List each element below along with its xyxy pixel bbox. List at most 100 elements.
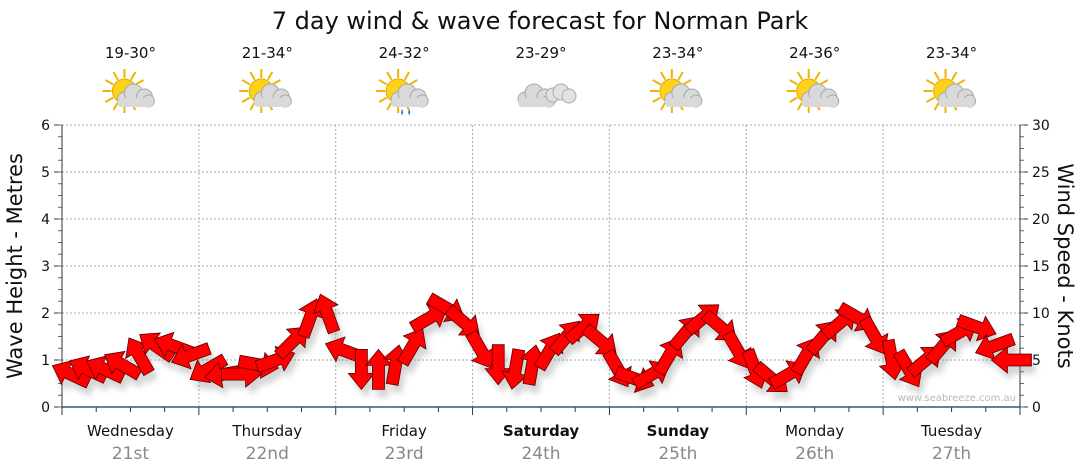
wind-arrow [312,293,341,335]
y-axis-right-label: Wind Speed - Knots [1053,163,1077,368]
sun-ray [819,79,829,86]
tick-label-right: 30 [1032,118,1050,134]
watermark: www.seabreeze.com.au [898,393,1016,404]
day-temperature: 24-36° [789,44,840,62]
sun-ray [386,71,393,81]
y-axis-left-label: Wave Height - Metres [3,153,27,379]
weather-icon-cloud [517,83,577,108]
cloud-puff [561,88,577,104]
sun-ray [135,79,144,86]
wind-arrow [396,328,427,367]
day-column: 23-29° Saturday 24th [503,44,580,464]
rain-drop-icon [401,109,404,115]
day-column: 24-32° Friday 23rd [376,44,430,464]
sun-ray [249,71,256,81]
sun-ray [266,71,274,81]
weather-icon-sun-cloud [786,69,840,113]
day-column: 23-34° Tuesday 27th [920,44,982,464]
sun-ray [933,101,940,111]
sun-ray [789,79,798,86]
cloud-base [117,98,154,107]
sun-ray [951,71,958,81]
cloud-icon [664,83,703,108]
day-date: 26th [795,444,834,464]
tick-label-left: 4 [41,212,50,228]
day-temperature: 21-34° [242,44,293,62]
day-temperature: 23-34° [652,44,703,62]
cloud-icon [801,83,840,108]
tick-label-left: 3 [41,259,50,275]
sun-ray [272,79,281,86]
cloud-icon [517,83,577,108]
sun-ray [796,71,804,81]
sun-ray [789,96,798,103]
weather-icon-sun-cloud-rain [376,69,429,115]
tick-label-right: 20 [1032,212,1050,228]
cloud-icon [390,83,429,115]
sun-ray [378,96,388,103]
axes: 0 1 2 3 4 5 6 0 5 10 15 20 25 30 [41,118,1050,416]
cloud-base [391,98,428,107]
tick-label-left: 5 [41,165,50,181]
day-name: Friday [381,422,427,440]
sun-ray [104,96,114,103]
tick-label-left: 1 [41,353,50,369]
cloud-base [254,98,291,107]
sun-ray [386,101,393,111]
sun-ray [659,101,667,111]
sun-ray [796,101,804,111]
cloud-icon [253,83,292,108]
cloud-base [801,98,838,107]
day-date: 27th [932,444,971,464]
day-name: Thursday [231,422,302,440]
wind-arrow [170,342,212,370]
sun-ray [682,79,692,86]
sun-ray [378,79,388,86]
sun-ray [659,71,667,81]
day-column: 19-30° Wednesday 21st [87,44,174,464]
sun-ray [652,79,662,86]
wind-arrow [465,329,495,369]
wind-arrow [721,329,752,369]
cloud-base [664,98,701,107]
sun-ray [926,96,935,103]
sun-ray [241,79,251,86]
sun-ray [241,96,251,103]
day-date: 22nd [246,444,289,464]
day-name: Saturday [503,422,580,440]
wind-arrow [347,348,376,391]
day-name: Tuesday [920,422,982,440]
day-date: 21st [112,444,149,464]
wind-arrow [990,346,1032,374]
sun-ray [814,71,821,81]
tick-label-right: 5 [1032,353,1041,369]
day-temperature: 23-34° [926,44,977,62]
day-column: 24-36° Monday 26th [785,44,844,464]
wind-arrow [858,315,889,355]
day-temperature: 19-30° [105,44,156,62]
cloud-icon [116,83,155,108]
tick-label-left: 0 [41,400,50,416]
sun-ray [926,79,935,86]
cloud-base [938,98,975,107]
wind-arrows [51,292,1036,401]
chart-title: 7 day wind & wave forecast for Norman Pa… [272,7,809,35]
day-temperature: 24-32° [379,44,430,62]
sun-ray [652,96,662,103]
day-temperature: 23-29° [515,44,566,62]
sun-ray [956,79,966,86]
grid [62,124,1020,407]
sun-ray [112,71,119,81]
sun-ray [677,71,684,81]
weather-icon-sun-cloud [102,69,155,113]
wind-arrow [408,303,448,334]
wind-arrow [564,313,600,346]
tick-label-right: 10 [1032,306,1050,322]
day-column: 21-34° Thursday 22nd [231,44,302,464]
day-date: 24th [521,444,560,464]
day-name: Sunday [647,422,710,440]
tick-label-left: 6 [41,118,50,134]
day-date: 25th [658,444,697,464]
